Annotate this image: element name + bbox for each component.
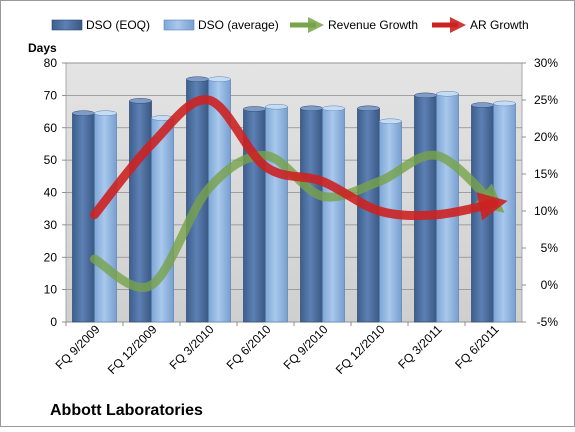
bar-body bbox=[493, 103, 516, 323]
bar-body bbox=[265, 106, 288, 323]
bar-cap bbox=[436, 91, 459, 97]
y2-tick-label: 20% bbox=[534, 130, 558, 144]
bar-cap bbox=[414, 92, 437, 99]
line-ar-growth bbox=[90, 95, 508, 221]
bar-body bbox=[414, 95, 437, 323]
bar-cap bbox=[94, 110, 117, 116]
y-tick-label: 80 bbox=[44, 56, 58, 70]
bar-cap bbox=[493, 100, 516, 107]
y2-tick-label: 0% bbox=[541, 278, 559, 292]
y-tick-label: 30 bbox=[44, 218, 58, 232]
y2-tick-label: 5% bbox=[541, 241, 559, 255]
bar-dso-average bbox=[436, 91, 459, 323]
y-tick-label: 20 bbox=[44, 250, 58, 264]
bar-body bbox=[471, 104, 494, 323]
bar-dso-average bbox=[322, 105, 345, 323]
legend: DSO (EOQ) DSO (average) Revenue Growth A… bbox=[51, 16, 529, 34]
bar-body bbox=[300, 107, 323, 323]
bar-cap bbox=[322, 105, 345, 112]
legend-item-dso-average: DSO (average) bbox=[163, 18, 279, 32]
bar-dso-average bbox=[265, 103, 288, 323]
line-revenue-growth bbox=[90, 150, 505, 292]
chart-title: Abbott Laboratories bbox=[50, 402, 203, 419]
bar-cap bbox=[243, 106, 266, 112]
bar-cap bbox=[208, 76, 231, 82]
y-tick-label: 70 bbox=[44, 88, 58, 102]
bar-cap bbox=[300, 105, 323, 112]
legend-item-revenue-growth: Revenue Growth bbox=[290, 16, 418, 34]
y-axis-title: Days bbox=[28, 41, 57, 55]
bar-body bbox=[357, 107, 380, 323]
bar-body bbox=[322, 107, 345, 323]
y2-tick-label: 10% bbox=[534, 204, 558, 218]
legend-item-ar-growth: AR Growth bbox=[432, 16, 529, 34]
bar-body bbox=[151, 117, 174, 323]
bar-dso-average bbox=[493, 100, 516, 323]
legend-label-ar-growth: AR Growth bbox=[470, 18, 529, 32]
y-tick-label: 0 bbox=[50, 315, 57, 329]
legend-label-revenue-growth: Revenue Growth bbox=[328, 18, 418, 32]
y2-tick-label: 15% bbox=[534, 167, 558, 181]
legend-label-dso-average: DSO (average) bbox=[198, 18, 279, 32]
bar-cap bbox=[129, 98, 152, 104]
line-series bbox=[90, 95, 508, 292]
right-axis-ticks: -5% 0% 5% 10% 15% 20% 25% 30% bbox=[522, 56, 558, 329]
bar-dso-average bbox=[379, 118, 402, 323]
legend-swatch-dso-average bbox=[163, 19, 195, 31]
bar-body bbox=[379, 120, 402, 323]
bar-dso-average bbox=[208, 76, 231, 323]
y-tick-label: 60 bbox=[44, 121, 58, 135]
bar-dso-eoq bbox=[357, 105, 380, 323]
bar-cap bbox=[357, 105, 380, 112]
legend-label-dso-eoq: DSO (EOQ) bbox=[86, 18, 150, 32]
bar-cap bbox=[186, 76, 209, 82]
bar-cap bbox=[265, 103, 288, 110]
y-tick-label: 40 bbox=[44, 186, 58, 200]
bar-cap bbox=[471, 102, 494, 108]
bar-dso-eoq bbox=[414, 92, 437, 323]
bar-dso-eoq bbox=[300, 105, 323, 323]
legend-swatch-dso-eoq bbox=[51, 19, 83, 31]
y2-tick-label: 30% bbox=[534, 56, 558, 70]
legend-item-dso-eoq: DSO (EOQ) bbox=[51, 18, 150, 32]
bar-cap bbox=[72, 110, 95, 116]
y2-tick-label: 25% bbox=[534, 93, 558, 107]
y-tick-label: 10 bbox=[44, 283, 58, 297]
bar-cap bbox=[379, 118, 402, 125]
left-axis-ticks: 0 10 20 30 40 50 60 70 80 bbox=[44, 56, 66, 329]
y-tick-label: 50 bbox=[44, 153, 58, 167]
y2-tick-label: -5% bbox=[537, 315, 559, 329]
